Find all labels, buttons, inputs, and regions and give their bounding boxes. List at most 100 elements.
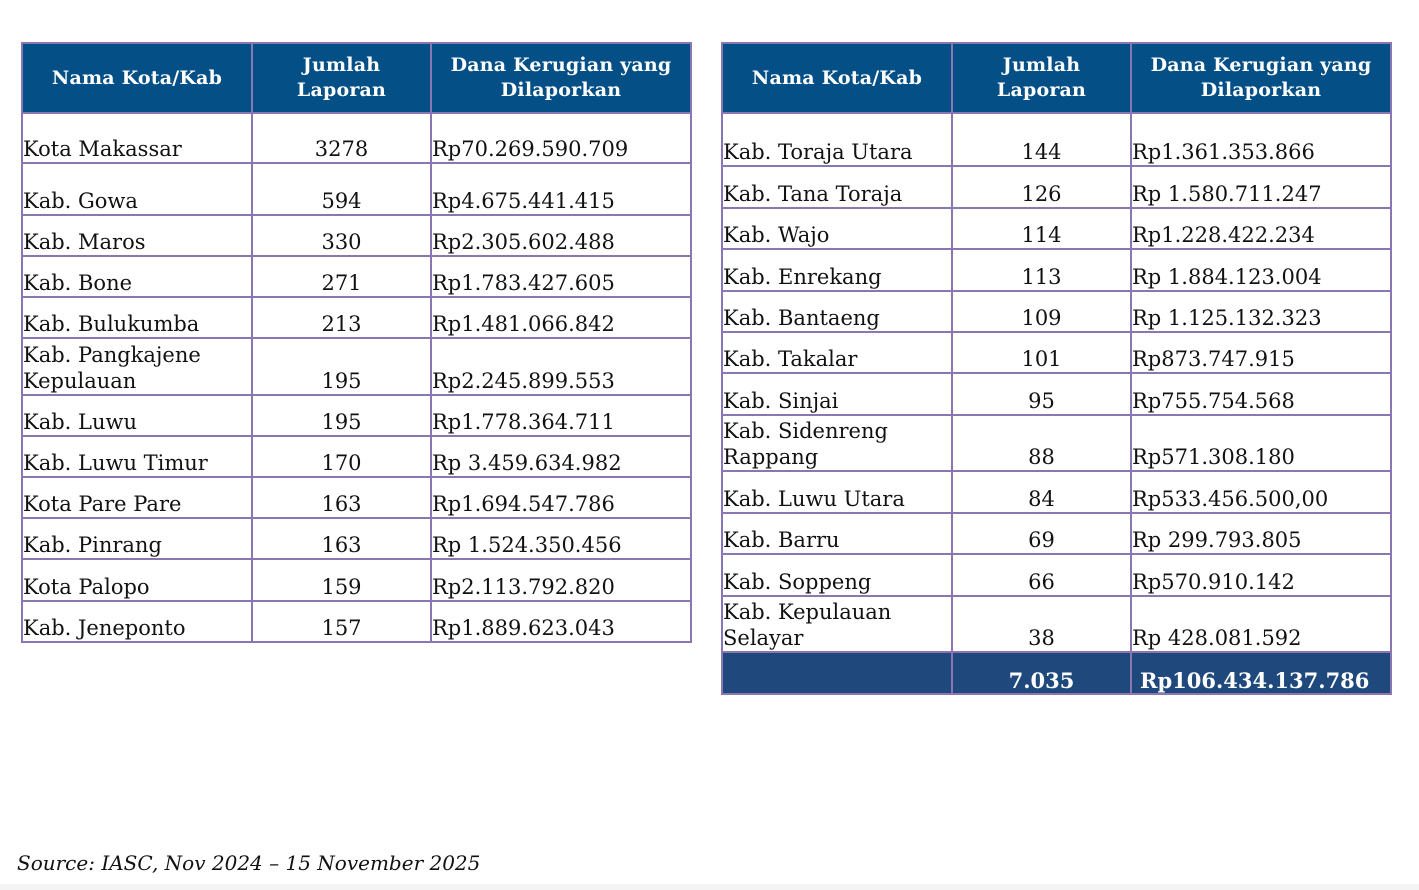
- report-count: 330: [251, 214, 432, 257]
- loss-amount: Rp 1.524.350.456: [430, 517, 692, 560]
- region-name: Kab. Wajo: [721, 207, 953, 250]
- loss-amount: Rp755.754.568: [1130, 372, 1392, 416]
- region-name: Kota Pare Pare: [21, 476, 253, 519]
- report-count: 159: [251, 558, 432, 602]
- region-name: Kota Makassar: [21, 112, 253, 164]
- total-loss: Rp106.434.137.786: [1130, 651, 1392, 695]
- region-name: Kab. Sidenreng Rappang: [721, 414, 953, 472]
- region-name: Kab. Enrekang: [721, 248, 953, 292]
- header-name: Nama Kota/Kab: [21, 42, 253, 114]
- loss-amount: Rp2.245.899.553: [430, 337, 692, 396]
- table-header-row: Nama Kota/Kab Jumlah Laporan Dana Kerugia…: [721, 42, 1392, 114]
- table-row: Kab. Luwu 195 Rp1.778.364.711: [21, 394, 692, 437]
- table-row: Kab. Bantaeng 109 Rp 1.125.132.323: [721, 290, 1392, 333]
- loss-amount: Rp533.456.500,00: [1130, 470, 1392, 514]
- region-name: Kab. Toraja Utara: [721, 112, 953, 167]
- table-row: Kab. Maros 330 Rp2.305.602.488: [21, 214, 692, 257]
- table-row: Kota Makassar 3278 Rp70.269.590.709: [21, 112, 692, 164]
- table-row: Kab. Tana Toraja 126 Rp 1.580.711.247: [721, 165, 1392, 209]
- region-name: Kab. Bulukumba: [21, 296, 253, 339]
- table-row: Kab. Luwu Timur 170 Rp 3.459.634.982: [21, 435, 692, 478]
- table-row: Kab. Soppeng 66 Rp570.910.142: [721, 553, 1392, 597]
- bottom-strip: [0, 884, 1419, 890]
- table-row: Kab. Wajo 114 Rp1.228.422.234: [721, 207, 1392, 250]
- report-count: 88: [951, 414, 1132, 472]
- region-name: Kab. Bantaeng: [721, 290, 953, 333]
- loss-amount: Rp570.910.142: [1130, 553, 1392, 597]
- loss-amount: Rp1.783.427.605: [430, 255, 692, 298]
- loss-amount: Rp1.481.066.842: [430, 296, 692, 339]
- loss-amount: Rp 428.081.592: [1130, 595, 1392, 653]
- report-count: 170: [251, 435, 432, 478]
- table-row: Kab. Sidenreng Rappang 88 Rp571.308.180: [721, 414, 1392, 472]
- loss-amount: Rp4.675.441.415: [430, 162, 692, 216]
- loss-amount: Rp1.694.547.786: [430, 476, 692, 519]
- report-count: 95: [951, 372, 1132, 416]
- table-row: Kab. Kepulauan Selayar 38 Rp 428.081.592: [721, 595, 1392, 653]
- header-name: Nama Kota/Kab: [721, 42, 953, 114]
- table-row: Kab. Sinjai 95 Rp755.754.568: [721, 372, 1392, 416]
- table-header-row: Nama Kota/Kab Jumlah Laporan Dana Kerugia…: [21, 42, 692, 114]
- region-name: Kab. Maros: [21, 214, 253, 257]
- report-count: 271: [251, 255, 432, 298]
- table-row: Kab. Toraja Utara 144 Rp1.361.353.866: [721, 112, 1392, 167]
- table-row: Kab. Gowa 594 Rp4.675.441.415: [21, 162, 692, 216]
- loss-amount: Rp2.113.792.820: [430, 558, 692, 602]
- loss-amount: Rp1.778.364.711: [430, 394, 692, 437]
- loss-amount: Rp2.305.602.488: [430, 214, 692, 257]
- loss-amount: Rp 1.580.711.247: [1130, 165, 1392, 209]
- report-count: 157: [251, 600, 432, 643]
- loss-amount: Rp 3.459.634.982: [430, 435, 692, 478]
- report-count: 84: [951, 470, 1132, 514]
- header-loss: Dana Kerugian yang Dilaporkan: [1130, 42, 1392, 114]
- report-count: 594: [251, 162, 432, 216]
- table-row: Kota Pare Pare 163 Rp1.694.547.786: [21, 476, 692, 519]
- loss-amount: Rp1.228.422.234: [1130, 207, 1392, 250]
- loss-amount: Rp571.308.180: [1130, 414, 1392, 472]
- table-row: Kab. Enrekang 113 Rp 1.884.123.004: [721, 248, 1392, 292]
- table-row: Kab. Barru 69 Rp 299.793.805: [721, 512, 1392, 555]
- header-loss: Dana Kerugian yang Dilaporkan: [430, 42, 692, 114]
- loss-amount: Rp873.747.915: [1130, 331, 1392, 374]
- region-name: Kab. Sinjai: [721, 372, 953, 416]
- total-count: 7.035: [951, 651, 1132, 695]
- report-count: 69: [951, 512, 1132, 555]
- region-name: Kota Palopo: [21, 558, 253, 602]
- loss-amount: Rp 1.884.123.004: [1130, 248, 1392, 292]
- region-name: Kab. Jeneponto: [21, 600, 253, 643]
- table-row: Kab. Jeneponto 157 Rp1.889.623.043: [21, 600, 692, 643]
- report-count: 114: [951, 207, 1132, 250]
- source-caption: Source: IASC, Nov 2024 – 15 November 202…: [17, 851, 481, 875]
- loss-amount: Rp1.889.623.043: [430, 600, 692, 643]
- region-name: Kab. Tana Toraja: [721, 165, 953, 209]
- report-count: 144: [951, 112, 1132, 167]
- report-count: 109: [951, 290, 1132, 333]
- loss-amount: Rp1.361.353.866: [1130, 112, 1392, 167]
- table-row: Kab. Bulukumba 213 Rp1.481.066.842: [21, 296, 692, 339]
- region-name: Kab. Pinrang: [21, 517, 253, 560]
- region-name: Kab. Bone: [21, 255, 253, 298]
- report-count: 213: [251, 296, 432, 339]
- region-name: Kab. Soppeng: [721, 553, 953, 597]
- table-row: Kota Palopo 159 Rp2.113.792.820: [21, 558, 692, 602]
- loss-amount: Rp70.269.590.709: [430, 112, 692, 164]
- report-count: 38: [951, 595, 1132, 653]
- region-name: Kab. Kepulauan Selayar: [721, 595, 953, 653]
- report-count: 163: [251, 476, 432, 519]
- table-row: Kab. Takalar 101 Rp873.747.915: [721, 331, 1392, 374]
- region-name: Kab. Luwu: [21, 394, 253, 437]
- region-name: Kab. Pangkajene Kepulauan: [21, 337, 253, 396]
- report-count: 163: [251, 517, 432, 560]
- region-name: Kab. Luwu Utara: [721, 470, 953, 514]
- table-row: Kab. Luwu Utara 84 Rp533.456.500,00: [721, 470, 1392, 514]
- table-row: Kab. Pinrang 163 Rp 1.524.350.456: [21, 517, 692, 560]
- report-count: 195: [251, 337, 432, 396]
- region-name: Kab. Luwu Timur: [21, 435, 253, 478]
- loss-report-table-left: Nama Kota/Kab Jumlah Laporan Dana Kerugia…: [21, 42, 692, 643]
- report-count: 113: [951, 248, 1132, 292]
- report-count: 195: [251, 394, 432, 437]
- region-name: Kab. Barru: [721, 512, 953, 555]
- report-count: 3278: [251, 112, 432, 164]
- total-label: [721, 651, 953, 695]
- total-row: 7.035 Rp106.434.137.786: [721, 651, 1392, 695]
